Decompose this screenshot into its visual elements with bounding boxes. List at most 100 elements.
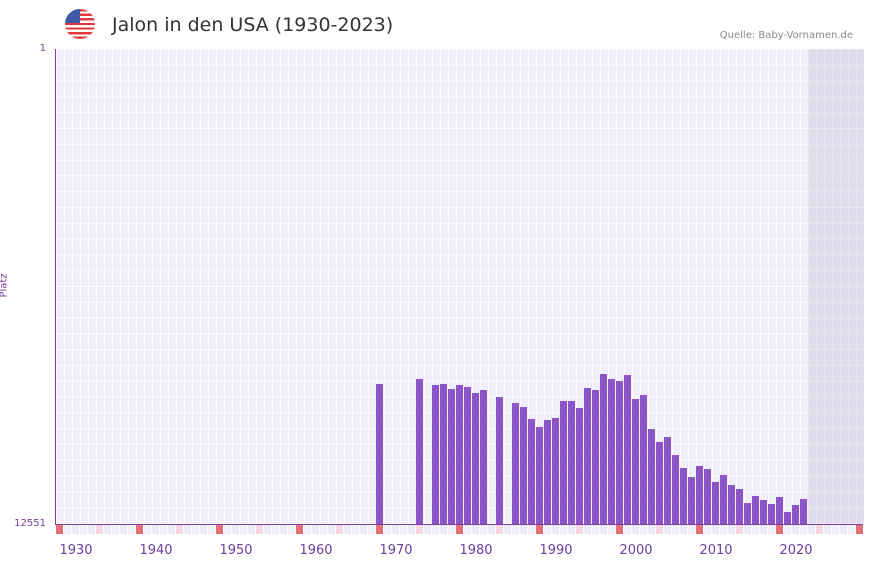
x-tick-1930: 1930 <box>59 543 93 558</box>
bar-2017[interactable] <box>768 504 775 524</box>
bar-1998[interactable] <box>616 381 623 524</box>
year-marker <box>848 525 855 534</box>
bar-1989[interactable] <box>544 420 551 524</box>
year-marker <box>584 525 591 534</box>
bar-1991[interactable] <box>560 401 567 524</box>
x-tick-1940: 1940 <box>139 543 173 558</box>
year-marker <box>792 525 799 534</box>
bar-2012[interactable] <box>728 485 735 524</box>
year-marker <box>88 525 95 534</box>
year-marker <box>832 525 839 534</box>
year-marker <box>784 525 791 534</box>
bar-1987[interactable] <box>528 419 535 524</box>
bar-1993[interactable] <box>576 408 583 524</box>
year-marker <box>352 525 359 534</box>
bar-2009[interactable] <box>704 469 711 524</box>
year-marker <box>840 525 847 534</box>
year-marker <box>200 525 207 534</box>
bar-2006[interactable] <box>680 468 687 524</box>
bar-2016[interactable] <box>760 500 767 524</box>
bar-2021[interactable] <box>800 499 807 524</box>
year-marker <box>472 525 479 534</box>
bar-1992[interactable] <box>568 401 575 524</box>
year-marker <box>160 525 167 534</box>
x-axis-line <box>55 524 863 525</box>
bar-2018[interactable] <box>776 497 783 524</box>
bar-1968[interactable] <box>376 384 383 524</box>
year-marker <box>624 525 631 534</box>
year-marker <box>448 525 455 534</box>
bar-1994[interactable] <box>584 388 591 524</box>
year-marker <box>752 525 759 534</box>
year-marker <box>120 525 127 534</box>
bar-1995[interactable] <box>592 390 599 524</box>
bar-1973[interactable] <box>416 379 423 524</box>
year-marker <box>360 525 367 534</box>
year-marker <box>768 525 775 534</box>
year-marker <box>400 525 407 534</box>
year-marker-strip <box>56 525 864 534</box>
year-marker <box>416 525 423 534</box>
year-marker <box>152 525 159 534</box>
year-marker <box>336 525 343 534</box>
bar-1980[interactable] <box>472 393 479 524</box>
bar-1979[interactable] <box>464 387 471 524</box>
year-marker <box>488 525 495 534</box>
year-marker <box>96 525 103 534</box>
bar-1977[interactable] <box>448 389 455 524</box>
bar-2004[interactable] <box>664 437 671 524</box>
bar-1976[interactable] <box>440 384 447 524</box>
year-marker <box>528 525 535 534</box>
year-marker <box>704 525 711 534</box>
bar-1985[interactable] <box>512 403 519 524</box>
year-marker <box>824 525 831 534</box>
bar-2002[interactable] <box>648 429 655 524</box>
bar-2019[interactable] <box>784 512 791 524</box>
year-marker <box>688 525 695 534</box>
year-marker <box>816 525 823 534</box>
year-marker <box>72 525 79 534</box>
year-marker <box>496 525 503 534</box>
bar-2001[interactable] <box>640 395 647 524</box>
bar-1978[interactable] <box>456 385 463 524</box>
year-marker <box>672 525 679 534</box>
year-marker <box>440 525 447 534</box>
bar-2000[interactable] <box>632 399 639 524</box>
bar-1975[interactable] <box>432 385 439 524</box>
year-marker <box>112 525 119 534</box>
year-marker <box>648 525 655 534</box>
bar-2011[interactable] <box>720 475 727 524</box>
year-marker <box>736 525 743 534</box>
bar-2007[interactable] <box>688 477 695 524</box>
bar-1983[interactable] <box>496 397 503 524</box>
bar-1988[interactable] <box>536 427 543 524</box>
bar-2020[interactable] <box>792 505 799 524</box>
bar-2013[interactable] <box>736 489 743 524</box>
year-marker <box>64 525 71 534</box>
year-marker <box>680 525 687 534</box>
bar-1986[interactable] <box>520 407 527 524</box>
bar-2005[interactable] <box>672 455 679 524</box>
year-marker <box>432 525 439 534</box>
year-marker <box>232 525 239 534</box>
year-marker <box>80 525 87 534</box>
year-marker <box>168 525 175 534</box>
year-marker <box>720 525 727 534</box>
bar-2008[interactable] <box>696 466 703 524</box>
bar-2010[interactable] <box>712 482 719 524</box>
bar-2014[interactable] <box>744 503 751 524</box>
year-marker <box>328 525 335 534</box>
bar-1996[interactable] <box>600 374 607 524</box>
year-marker <box>368 525 375 534</box>
bar-1999[interactable] <box>624 375 631 524</box>
year-marker <box>280 525 287 534</box>
year-marker <box>664 525 671 534</box>
bar-2003[interactable] <box>656 442 663 524</box>
bar-1997[interactable] <box>608 379 615 524</box>
bar-2015[interactable] <box>752 496 759 524</box>
bar-1981[interactable] <box>480 390 487 524</box>
year-marker <box>632 525 639 534</box>
bar-1990[interactable] <box>552 418 559 524</box>
year-marker <box>728 525 735 534</box>
